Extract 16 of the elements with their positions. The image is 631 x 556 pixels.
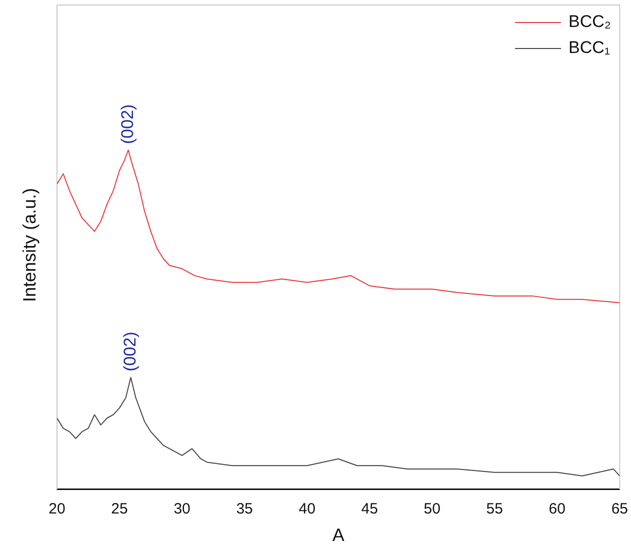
annotation: (002) xyxy=(120,332,140,372)
x-tick-label: 60 xyxy=(548,500,566,518)
x-axis-title: A xyxy=(332,525,344,546)
y-axis-title: Intensity (a.u.) xyxy=(20,188,40,302)
legend-label: BCC₂ xyxy=(568,12,611,32)
x-tick-label: 20 xyxy=(48,500,66,518)
x-tick-label: 30 xyxy=(174,500,190,518)
legend-label: BCC₁ xyxy=(568,38,610,58)
x-tick-label: 25 xyxy=(111,500,128,518)
x-tick-label: 45 xyxy=(361,500,378,518)
x-tick-label: 50 xyxy=(424,500,440,518)
x-tick-label: 55 xyxy=(486,500,503,518)
annotation: (002) xyxy=(118,104,137,144)
x-tick-label: 35 xyxy=(236,500,253,518)
x-tick-label: 65 xyxy=(611,500,628,518)
x-tick-label: 40 xyxy=(298,500,316,518)
